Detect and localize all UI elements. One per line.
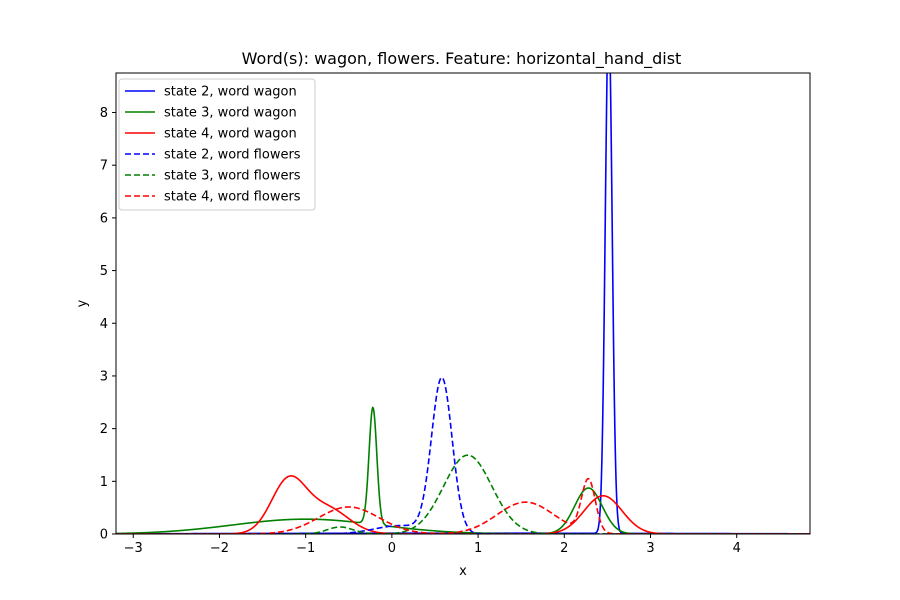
y-axis: 0 1 2 3 4 5 6 7 8 xyxy=(100,106,116,543)
chart-title: Word(s): wagon, flowers. Feature: horizo… xyxy=(242,49,682,69)
y-axis-label: y xyxy=(75,299,90,307)
x-axis-label: x xyxy=(459,564,467,579)
y-tick-label: 2 xyxy=(100,422,108,437)
y-tick-label: 3 xyxy=(100,369,108,384)
x-tick-label: 4 xyxy=(733,541,741,556)
x-tick-label: −3 xyxy=(124,541,143,556)
x-tick-label: −1 xyxy=(296,541,315,556)
y-tick-label: 0 xyxy=(100,528,108,543)
legend-label: state 4, word wagon xyxy=(164,127,297,142)
y-tick-label: 5 xyxy=(100,264,108,279)
y-tick-label: 8 xyxy=(100,106,108,121)
x-tick-label: 0 xyxy=(388,541,396,556)
series-line-5 xyxy=(116,454,810,534)
legend: state 2, word wagon state 3, word wagon st… xyxy=(118,78,316,211)
x-tick-label: 1 xyxy=(474,541,482,556)
legend-label: state 4, word flowers xyxy=(164,190,301,205)
y-tick-label: 6 xyxy=(100,211,108,226)
x-tick-label: −2 xyxy=(210,541,229,556)
legend-label: state 2, word flowers xyxy=(164,148,301,163)
x-tick-label: 2 xyxy=(560,541,568,556)
y-tick-label: 7 xyxy=(100,159,108,174)
x-axis: −3 −2 −1 0 1 2 3 4 xyxy=(124,534,741,556)
series-line-2 xyxy=(116,406,810,534)
y-tick-label: 1 xyxy=(100,475,108,490)
legend-label: state 2, word wagon xyxy=(164,85,297,100)
legend-label: state 3, word wagon xyxy=(164,106,297,121)
series-line-4 xyxy=(116,376,810,534)
legend-label: state 3, word flowers xyxy=(164,169,301,184)
plot-frame xyxy=(115,72,811,535)
x-tick-label: 3 xyxy=(646,541,654,556)
legend-box xyxy=(118,78,316,211)
y-tick-label: 4 xyxy=(100,317,108,332)
